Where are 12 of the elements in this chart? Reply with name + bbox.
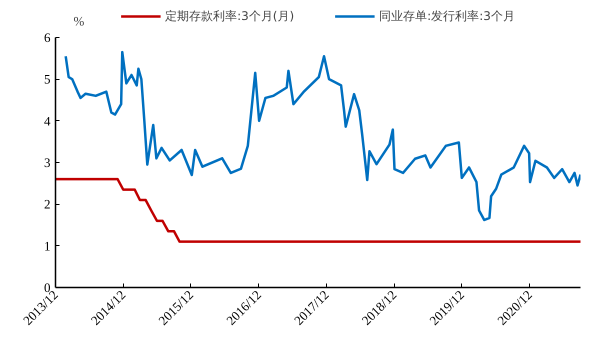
y-tick-label: 1 [44, 238, 50, 254]
y-tick-label: 3 [44, 155, 50, 170]
y-tick-label: 6 [44, 30, 51, 45]
legend-label: 定期存款利率:3个月(月) [165, 8, 294, 24]
line-series [64, 50, 580, 222]
y-axis-title: % [74, 14, 84, 28]
y-tick-label: 0 [44, 280, 50, 295]
y-tick-label: 5 [44, 72, 50, 87]
y-tick-label: 4 [44, 113, 51, 128]
legend-label: 同业存单:发行利率:3个月 [379, 8, 515, 24]
y-tick-label: 2 [44, 196, 50, 212]
line-series [56, 178, 580, 243]
